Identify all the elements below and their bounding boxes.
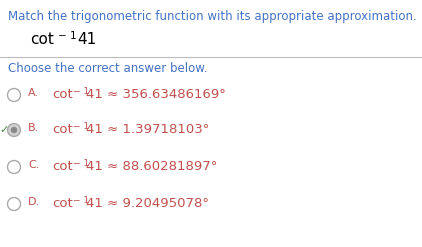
Text: cot: cot bbox=[30, 32, 54, 47]
Text: cot: cot bbox=[52, 88, 73, 101]
Text: 41 ≈ 9.20495078°: 41 ≈ 9.20495078° bbox=[86, 197, 209, 210]
Text: C.: C. bbox=[28, 160, 39, 170]
Text: − 1: − 1 bbox=[73, 196, 89, 205]
Text: 41 ≈ 1.39718103°: 41 ≈ 1.39718103° bbox=[86, 123, 209, 136]
Text: D.: D. bbox=[28, 197, 40, 207]
Text: cot: cot bbox=[52, 160, 73, 173]
Text: 41 ≈ 356.63486169°: 41 ≈ 356.63486169° bbox=[86, 88, 226, 101]
Text: − 1: − 1 bbox=[58, 31, 77, 41]
Text: − 1: − 1 bbox=[73, 122, 89, 131]
Text: Match the trigonometric function with its appropriate approximation.: Match the trigonometric function with it… bbox=[8, 10, 417, 23]
Circle shape bbox=[8, 124, 21, 137]
Text: − 1: − 1 bbox=[73, 87, 89, 96]
Text: 41 ≈ 88.60281897°: 41 ≈ 88.60281897° bbox=[86, 160, 217, 173]
Circle shape bbox=[11, 127, 17, 133]
Text: cot: cot bbox=[52, 197, 73, 210]
Text: ✓: ✓ bbox=[0, 125, 9, 135]
Text: Choose the correct answer below.: Choose the correct answer below. bbox=[8, 62, 208, 75]
Text: cot: cot bbox=[52, 123, 73, 136]
Text: A.: A. bbox=[28, 88, 39, 98]
Text: − 1: − 1 bbox=[73, 159, 89, 168]
Text: 41: 41 bbox=[77, 32, 96, 47]
Text: B.: B. bbox=[28, 123, 39, 133]
